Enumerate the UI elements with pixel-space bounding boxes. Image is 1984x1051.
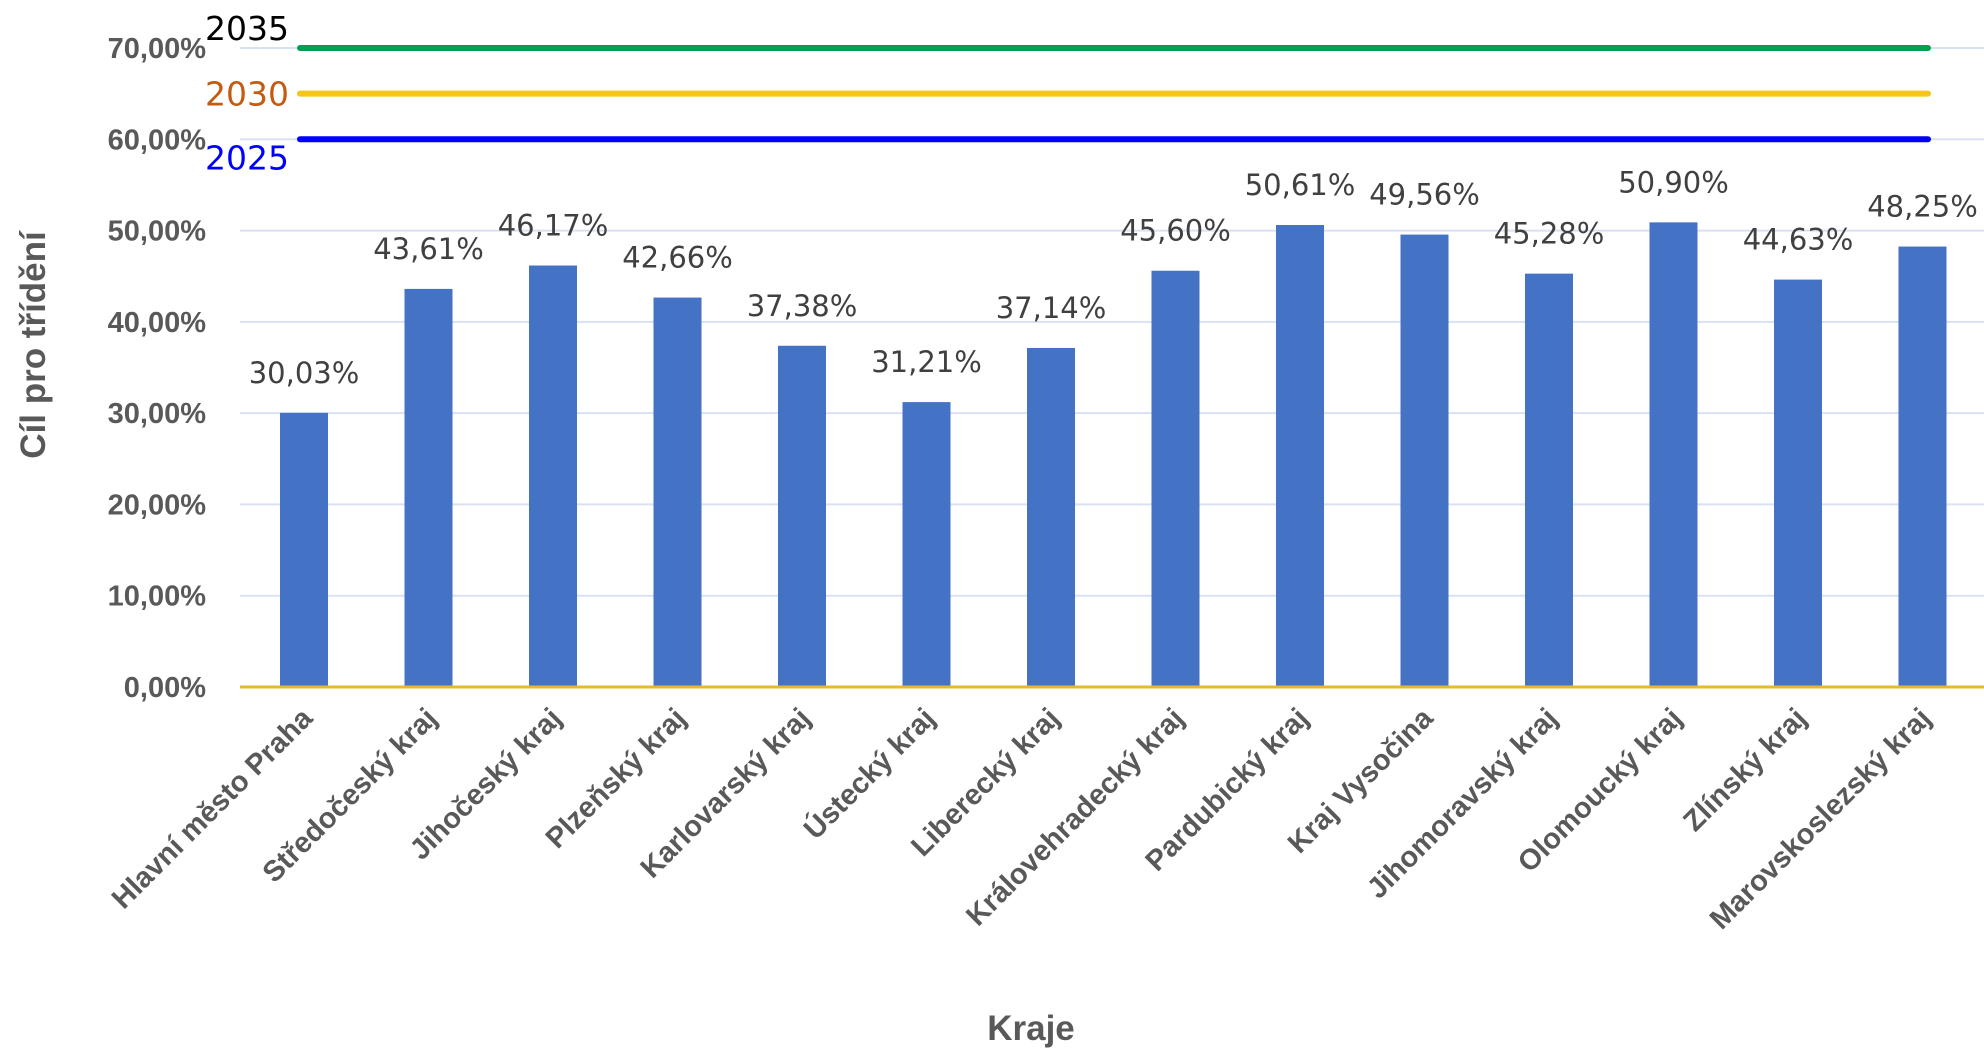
- target-lines: 2035 2030 2025: [205, 9, 1931, 177]
- y-axis-tick-labels: 0,00% 10,00% 20,00% 30,00% 40,00% 50,00% 60,00…: [108, 33, 207, 704]
- target-label-2030: 2030: [205, 75, 289, 114]
- data-labels: 30,03% 43,61% 46,17% 42,66% 37,38% 31,21% 37,1…: [249, 165, 1978, 390]
- bar: [1774, 279, 1822, 687]
- bar: [1151, 270, 1200, 687]
- target-label-2025: 2025: [205, 138, 289, 177]
- y-tick-label: 40,00%: [108, 307, 207, 339]
- data-label: 46,17%: [498, 209, 609, 243]
- gridlines: [240, 47, 1984, 597]
- y-tick-label: 30,00%: [108, 398, 207, 430]
- bar: [529, 265, 577, 687]
- data-label: 31,21%: [871, 345, 982, 379]
- data-label: 37,38%: [747, 289, 858, 323]
- data-label: 44,63%: [1743, 223, 1854, 257]
- data-label: 45,60%: [1120, 214, 1231, 248]
- bar: [1649, 222, 1698, 687]
- bar: [778, 345, 826, 687]
- bar: [1525, 273, 1573, 687]
- data-label: 49,56%: [1369, 178, 1480, 212]
- data-label: 50,61%: [1245, 168, 1356, 202]
- bar: [902, 402, 951, 687]
- data-label: 42,66%: [622, 241, 733, 275]
- y-axis-title: Cíl pro třídění: [14, 230, 53, 459]
- category-label: Hlavní město Praha: [106, 702, 320, 916]
- category-label: Ústecký kraj: [797, 701, 942, 846]
- category-label: Královehradecký kraj: [960, 702, 1190, 932]
- y-tick-label: 60,00%: [108, 124, 207, 156]
- data-label: 48,25%: [1867, 190, 1978, 224]
- category-label: Marovskoslezský kraj: [1704, 702, 1938, 936]
- y-tick-label: 50,00%: [108, 216, 207, 248]
- target-label-2035: 2035: [205, 9, 289, 48]
- x-axis-title: Kraje: [987, 1009, 1075, 1048]
- y-tick-label: 10,00%: [108, 581, 207, 613]
- bar: [280, 412, 328, 687]
- data-label: 45,28%: [1494, 217, 1605, 251]
- category-label: Zlínský kraj: [1677, 702, 1812, 837]
- bar: [404, 288, 453, 687]
- y-tick-label: 0,00%: [124, 672, 206, 704]
- data-label: 30,03%: [249, 356, 360, 390]
- bar: [1898, 246, 1947, 687]
- y-tick-label: 70,00%: [108, 33, 207, 65]
- bar: [1400, 234, 1449, 687]
- bar: [1276, 225, 1324, 688]
- data-label: 37,14%: [996, 291, 1107, 325]
- bar: [653, 297, 702, 687]
- data-label: 50,90%: [1618, 165, 1729, 199]
- bars: [280, 222, 1947, 688]
- bar: [1027, 347, 1075, 687]
- data-label: 43,61%: [373, 232, 484, 266]
- y-tick-label: 20,00%: [108, 489, 207, 521]
